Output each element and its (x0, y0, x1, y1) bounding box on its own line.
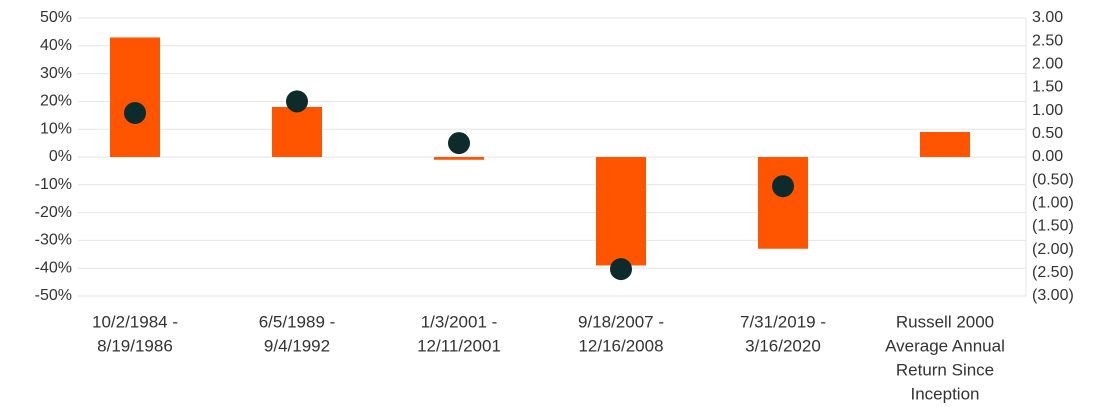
y2-tick-label: 2.50 (1032, 32, 1063, 49)
y2-tick-label: (2.50) (1032, 264, 1074, 281)
y2-tick-label: (0.50) (1032, 171, 1074, 188)
bar (434, 157, 484, 160)
dot (286, 90, 308, 113)
bar (110, 37, 160, 157)
dot (448, 132, 470, 155)
x-tick-label: Average Annual (885, 336, 1005, 355)
x-tick-label: 8/19/1986 (97, 336, 173, 355)
x-tick-label: 3/16/2020 (745, 336, 821, 355)
x-tick-label: 9/18/2007 - (578, 312, 664, 331)
y-tick-label: -50% (35, 287, 72, 304)
x-tick-label: 12/11/2001 (417, 336, 501, 355)
x-tick-label: 1/3/2001 - (421, 312, 498, 331)
x-tick-label: Inception (911, 384, 980, 403)
y2-tick-label: (1.00) (1032, 195, 1074, 212)
y-tick-label: 0% (49, 148, 72, 165)
y-tick-label: -40% (35, 259, 72, 276)
x-tick-label: 12/16/2008 (578, 336, 663, 355)
bar (272, 106, 322, 157)
y2-tick-label: (1.50) (1032, 218, 1074, 235)
y2-tick-label: 1.50 (1032, 79, 1063, 96)
x-tick-label: 9/4/1992 (264, 336, 330, 355)
x-tick-label: 10/2/1984 - (92, 312, 178, 331)
y-tick-label: 50% (40, 9, 72, 26)
x-tick-label: 6/5/1989 - (259, 312, 336, 331)
y-tick-label: 40% (40, 37, 72, 54)
y2-tick-label: 2.00 (1032, 56, 1063, 73)
y2-tick-label: 0.50 (1032, 125, 1063, 142)
dot (124, 101, 146, 124)
y2-tick-label: 3.00 (1032, 9, 1063, 26)
dot (610, 258, 632, 281)
x-tick-label: Russell 2000 (896, 312, 994, 331)
y-tick-label: 20% (40, 93, 72, 110)
x-tick-label: 7/31/2019 - (740, 312, 826, 331)
y2-tick-label: 0.00 (1032, 148, 1063, 165)
bar (758, 157, 808, 249)
y2-tick-label: (3.00) (1032, 287, 1074, 304)
bar (596, 157, 646, 266)
y-tick-label: -20% (35, 204, 72, 221)
y2-tick-label: (2.00) (1032, 241, 1074, 258)
bar (920, 131, 970, 157)
y-tick-label: 10% (40, 120, 72, 137)
x-tick-label: Return Since (896, 360, 994, 379)
y-tick-label: -30% (35, 232, 72, 249)
y-tick-label: -10% (35, 176, 72, 193)
y-tick-label: 30% (40, 65, 72, 82)
dot (772, 175, 794, 198)
y2-tick-label: 1.00 (1032, 102, 1063, 119)
